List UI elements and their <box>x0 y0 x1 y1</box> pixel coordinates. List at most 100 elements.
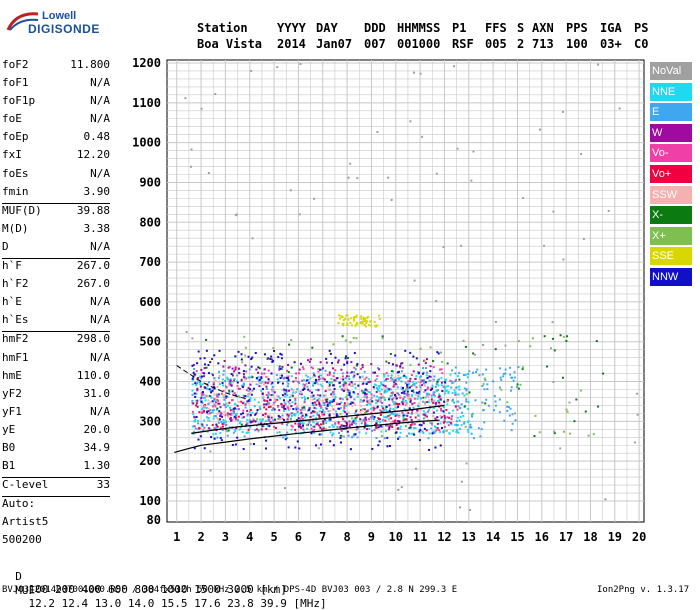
x-tick-label: 14 <box>486 530 500 544</box>
echo-point <box>510 376 513 379</box>
echo-point <box>294 397 297 400</box>
echo-point <box>424 389 427 392</box>
echo-point <box>227 404 230 407</box>
echo-point <box>225 395 228 398</box>
echo-point <box>426 377 429 380</box>
echo-point <box>377 444 380 447</box>
echo-point <box>222 423 225 426</box>
echo-point <box>416 397 419 400</box>
echo-point <box>553 430 556 433</box>
echo-point <box>364 424 367 427</box>
echo-point <box>458 372 461 375</box>
echo-point <box>365 396 368 399</box>
echo-point <box>281 422 284 425</box>
echo-point <box>346 323 349 326</box>
echo-point <box>240 379 243 382</box>
logo-swoosh-icon <box>6 12 39 31</box>
echo-point <box>406 397 409 400</box>
echo-point <box>395 364 398 367</box>
x-tick-label: 11 <box>413 530 427 544</box>
echo-point <box>375 437 378 440</box>
echo-point <box>392 400 395 403</box>
echo-point <box>348 378 351 381</box>
echo-point <box>233 378 236 381</box>
param-note: Artist5 <box>2 515 49 529</box>
echo-point <box>419 408 422 411</box>
echo-point <box>223 414 226 417</box>
echo-point <box>331 405 334 408</box>
echo-point <box>468 391 471 394</box>
echo-point <box>393 397 396 400</box>
echo-point <box>412 383 415 386</box>
echo-point <box>433 391 436 394</box>
echo-point <box>193 373 196 376</box>
echo-point <box>222 384 225 387</box>
param-value: 110.0 <box>76 368 110 382</box>
echo-point <box>260 419 263 422</box>
echo-point <box>499 376 502 379</box>
echo-point <box>354 386 357 389</box>
echo-point <box>363 370 366 373</box>
echo-point <box>286 418 289 421</box>
echo-point <box>207 416 210 419</box>
echo-point <box>261 425 264 428</box>
legend-nne: NNE <box>650 82 692 101</box>
echo-point <box>446 403 449 406</box>
echo-point <box>341 384 344 387</box>
param-name: hmF2 <box>2 332 29 346</box>
echo-point <box>389 444 392 447</box>
echo-point <box>453 389 456 392</box>
echo-point <box>387 398 390 401</box>
echo-point <box>424 416 427 419</box>
echo-point <box>279 367 282 370</box>
echo-point <box>433 425 436 428</box>
echo-point <box>365 383 368 386</box>
echo-point <box>409 120 412 123</box>
echo-point <box>278 367 281 370</box>
echo-point <box>338 402 341 405</box>
echo-point <box>223 404 226 407</box>
echo-point <box>192 371 195 374</box>
echo-point <box>288 408 291 411</box>
echo-point <box>375 390 378 393</box>
echo-point <box>517 340 520 343</box>
echo-point <box>533 435 536 438</box>
x-tick-label: 7 <box>319 530 326 544</box>
echo-point <box>235 408 238 411</box>
x-tick-label: 15 <box>510 530 524 544</box>
echo-point <box>237 419 240 422</box>
echo-point <box>435 401 438 404</box>
echo-point <box>421 430 424 433</box>
echo-point <box>438 393 441 396</box>
echo-point <box>229 378 232 381</box>
echo-point <box>267 378 270 381</box>
echo-point <box>294 428 297 431</box>
echo-point <box>483 421 486 424</box>
echo-point <box>355 337 358 340</box>
echo-point <box>430 427 433 430</box>
echo-point <box>408 386 411 389</box>
echo-point <box>228 389 231 392</box>
header-label-3: DDD <box>364 21 386 35</box>
echo-point <box>325 361 328 364</box>
echo-point <box>320 423 323 426</box>
echo-point <box>400 370 403 373</box>
echo-point <box>342 410 345 413</box>
echo-point <box>272 359 275 362</box>
echo-point <box>440 415 443 418</box>
echo-point <box>341 398 344 401</box>
echo-point <box>229 380 232 383</box>
echo-point <box>218 410 221 413</box>
echo-point <box>355 364 358 367</box>
echo-point <box>367 409 370 412</box>
echo-point <box>353 374 356 377</box>
echo-point <box>252 419 255 422</box>
echo-point <box>263 415 266 418</box>
echo-point <box>256 409 259 412</box>
echo-point <box>633 441 636 444</box>
echo-point <box>223 394 226 397</box>
echo-point <box>400 486 403 489</box>
echo-point <box>251 375 254 378</box>
param-value: N/A <box>90 94 110 108</box>
echo-point <box>218 418 221 421</box>
